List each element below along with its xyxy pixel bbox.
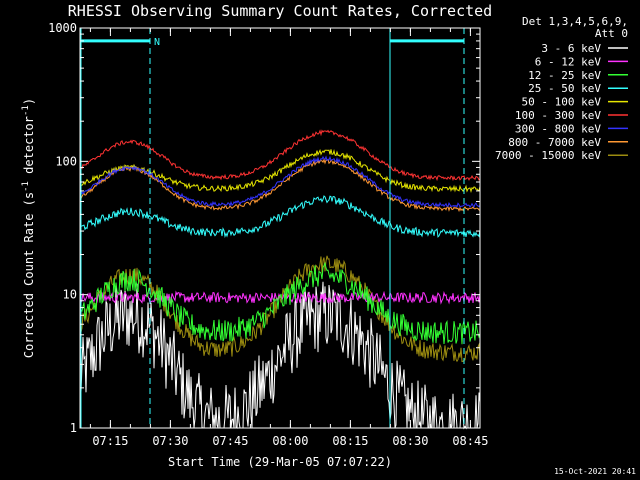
legend-label-2: 12 - 25 keV [528,69,601,82]
legend-label-0: 3 - 6 keV [541,42,601,55]
y-tick-label-3: 1000 [48,21,77,35]
series-line-7 [79,158,481,213]
legend-label-5: 100 - 300 keV [515,109,601,122]
plot-frame [79,27,481,429]
legend-label-6: 300 - 800 keV [515,122,601,135]
series-layer [79,129,481,430]
legend-header-1: Det 1,3,4,5,6,9, [522,15,628,28]
y-axis-label-sup2: -1 [21,105,31,116]
legend-header-2: Att 0 [595,27,628,40]
series-line-4 [79,148,481,194]
x-tick-label-2: 07:45 [212,434,248,448]
y-tick-label-2: 100 [55,154,77,168]
x-tick-label-4: 08:15 [332,434,368,448]
series-line-8 [79,255,481,363]
series-line-6 [79,155,481,208]
bar-marker-label: N [154,37,160,48]
axes-layer: 1 10 100 1000 07:15 07:30 07:45 08:00 08:15 08:30… [48,21,488,448]
x-axis-label: Start Time (29-Mar-05 07:07:22) [168,455,392,469]
chart-title: RHESSI Observing Summary Count Rates, Co… [68,2,492,20]
interval-markers: N [80,28,465,428]
y-axis-label-sup1: -1 [21,181,31,192]
legend-label-3: 25 - 50 keV [528,82,601,95]
x-tick-label-1: 07:30 [152,434,188,448]
y-tick-label-0: 1 [70,421,77,435]
timestamp: 15-Oct-2021 20:41 [554,467,636,476]
series-line-3 [79,195,481,239]
y-axis-label-tail: detector [22,116,36,181]
legend-label-7: 800 - 7000 keV [508,136,601,149]
legend-label-8: 7000 - 15000 keV [495,149,601,162]
y-axis-label-end: ) [22,98,36,105]
y-tick-label-1: 10 [63,288,77,302]
y-axis-label: Corrected Count Rate (s-1 detector-1) [21,98,36,358]
series-line-0 [79,281,481,430]
legend-label-1: 6 - 12 keV [535,55,602,68]
x-tick-label-6: 08:45 [452,434,488,448]
x-tick-label-3: 08:00 [272,434,308,448]
x-tick-label-0: 07:15 [92,434,128,448]
x-tick-label-5: 08:30 [392,434,428,448]
y-axis-label-main: Corrected Count Rate (s [22,192,36,358]
series-line-2 [79,261,481,345]
series-line-5 [79,129,481,182]
legend-label-4: 50 - 100 keV [522,96,602,109]
